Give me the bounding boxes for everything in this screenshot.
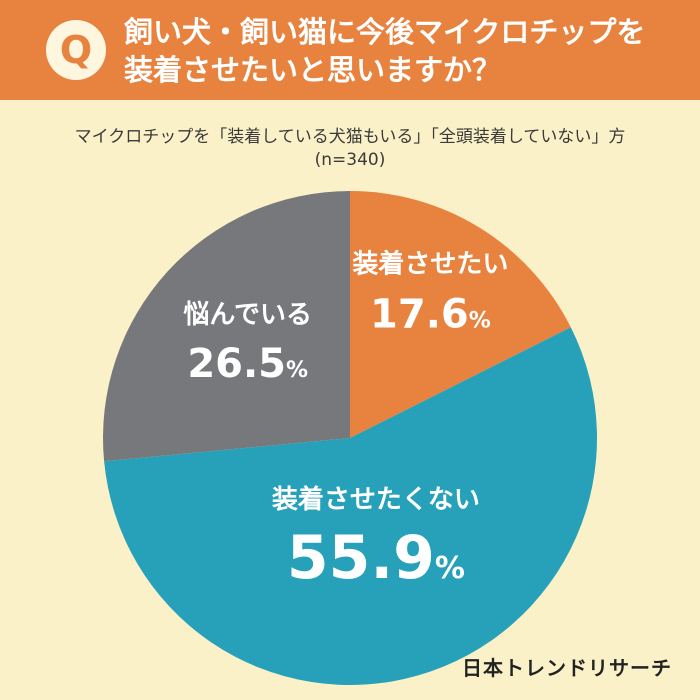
question-header: Q 飼い犬・飼い猫に今後マイクロチップを 装着させたいと思いますか？ bbox=[0, 0, 700, 100]
slice-label-1: 装着させたい bbox=[352, 249, 508, 280]
q-badge: Q bbox=[46, 20, 106, 80]
brand-logo: 日本トレンドリサーチ bbox=[462, 656, 672, 680]
question-line-2: 装着させたいと思いますか？ bbox=[124, 53, 502, 87]
subtitle-line-1: マイクロチップを「装着している犬猫もいる」「全頭装着していない」方 bbox=[74, 127, 626, 147]
slice-label-2: 装着させたくない bbox=[272, 484, 480, 515]
question-line-1: 飼い犬・飼い猫に今後マイクロチップを bbox=[124, 15, 646, 49]
pie-slice-3 bbox=[102, 191, 350, 462]
slice-label-3: 悩んでいる bbox=[183, 300, 312, 330]
subtitle-sample-size: (n=340) bbox=[314, 150, 386, 170]
pie-slice-2 bbox=[104, 327, 597, 686]
pie-slice-1 bbox=[350, 191, 571, 438]
question-text: 飼い犬・飼い猫に今後マイクロチップを 装着させたいと思いますか？ bbox=[124, 13, 684, 89]
